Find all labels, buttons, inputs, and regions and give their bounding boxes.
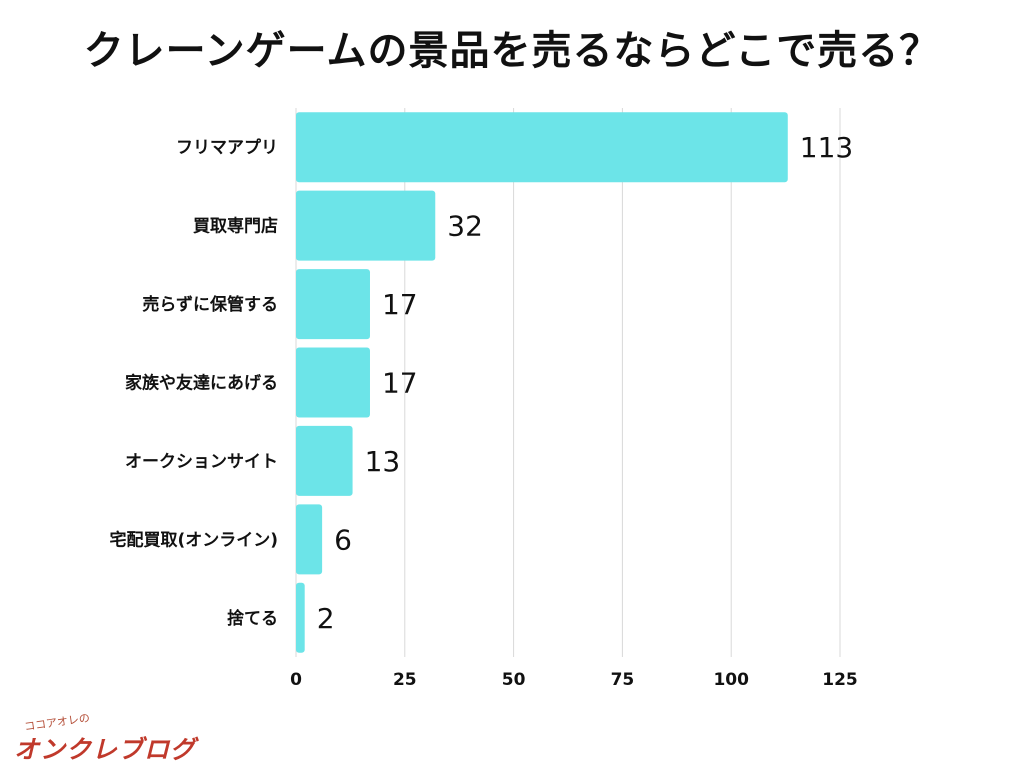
value-label: 6 (334, 523, 352, 556)
value-label: 113 (800, 131, 853, 164)
value-label: 17 (382, 367, 418, 400)
category-label: オークションサイト (125, 452, 278, 472)
chart-title: クレーンゲームの景品を売るならどこで売る？ (83, 28, 941, 74)
category-label: 家族や友達にあげる (125, 373, 278, 394)
bar (296, 582, 305, 653)
category-label: 売らずに保管する (142, 294, 278, 315)
bar (296, 347, 370, 418)
x-tick-label: 25 (393, 670, 417, 690)
category-label: フリマアプリ (176, 137, 278, 158)
bar (296, 504, 323, 575)
x-tick-label: 100 (713, 670, 749, 690)
category-label: 買取専門店 (193, 216, 278, 237)
value-label: 13 (365, 445, 401, 478)
bar (296, 190, 436, 261)
x-tick-label: 0 (290, 670, 302, 690)
category-label: 宅配買取(オンライン) (109, 529, 278, 550)
x-tick-label: 50 (502, 670, 526, 690)
logo-name: オンクレブログ (14, 735, 197, 764)
bar (296, 425, 353, 496)
bar (296, 269, 370, 340)
bar-chart: 0 25 50 75 100 125 フリマアプリ 113 買取専門店 32 売らずに保管する 17 家… (109, 108, 858, 690)
bar (296, 112, 788, 183)
x-tick-label: 125 (822, 670, 858, 690)
value-label: 32 (447, 210, 483, 243)
blog-logo: ココアオレの オンクレブログ (8, 700, 218, 764)
value-label: 2 (317, 602, 335, 635)
value-label: 17 (382, 288, 418, 321)
category-label: 捨てる (227, 608, 278, 629)
x-tick-label: 75 (611, 670, 635, 690)
